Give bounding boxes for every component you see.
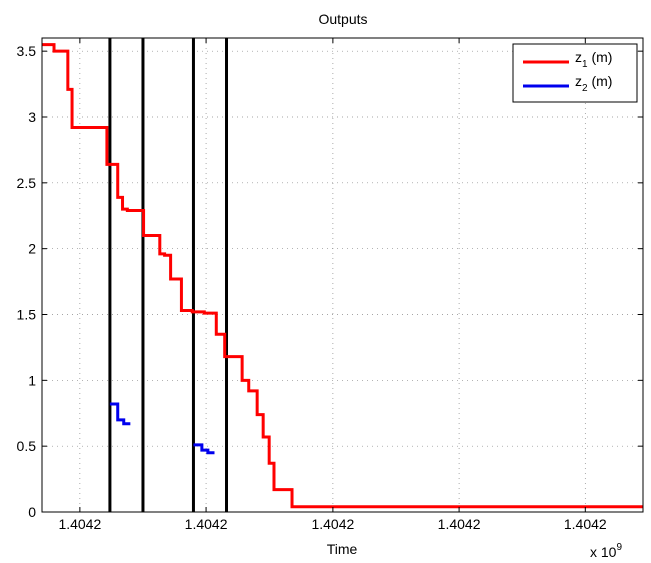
x-tick-label: 1.4042 — [311, 516, 354, 532]
x-tick-label: 1.4042 — [564, 516, 607, 532]
legend: z1 (m) z2 (m) — [512, 43, 638, 103]
vertical-markers — [108, 38, 229, 512]
chart-title: Outputs — [318, 11, 367, 27]
x-tick-label: 1.4042 — [438, 516, 481, 532]
y-tick-label: 0 — [28, 504, 36, 520]
axis-ticks: 0 0.5 1 1.5 2 2.5 3 3.5 1.4042 1.4042 1.4042 1.4042… — [17, 38, 643, 532]
x-tick-label: 1.4042 — [58, 516, 101, 532]
y-tick-label: 0.5 — [17, 438, 37, 454]
legend-label: z2 (m) — [575, 73, 612, 94]
legend-label: z1 (m) — [575, 49, 612, 70]
y-tick-label: 1.5 — [17, 307, 37, 323]
y-tick-label: 3 — [28, 109, 36, 125]
x-axis-label: Time — [327, 541, 358, 557]
series-line-z2 — [109, 402, 131, 426]
y-tick-label: 2 — [28, 241, 36, 257]
series-layer — [42, 43, 643, 509]
x-axis-multiplier-exponent: 9 — [616, 542, 622, 553]
y-tick-label: 1 — [28, 372, 36, 388]
series-line-z2 — [193, 443, 215, 455]
x-axis-multiplier-base: x 10 — [590, 544, 617, 560]
legend-box — [512, 43, 638, 103]
y-tick-label: 2.5 — [17, 175, 37, 191]
y-tick-label: 3.5 — [17, 43, 37, 59]
x-axis-multiplier: x 109 — [590, 542, 622, 560]
x-tick-label: 1.4042 — [185, 516, 228, 532]
plot-area-frame — [41, 37, 644, 513]
series-line-z1 — [42, 43, 643, 509]
